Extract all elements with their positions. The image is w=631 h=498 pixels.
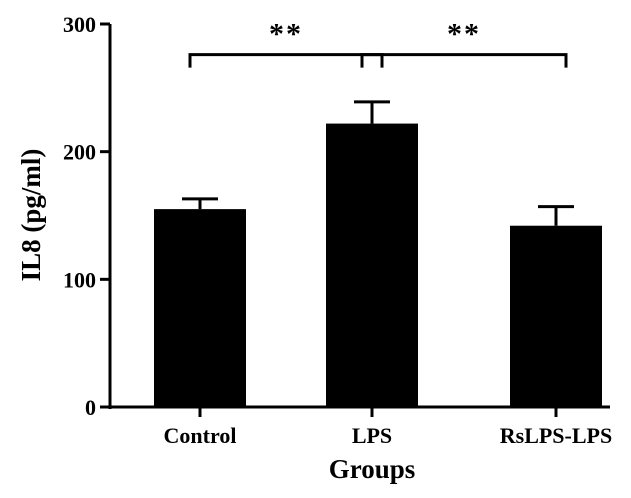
bars: [154, 100, 602, 407]
x-tick-label: Control: [164, 423, 237, 448]
bar: [154, 209, 246, 407]
y-tick-label: 300: [63, 12, 96, 37]
bar: [326, 123, 418, 407]
significance-annotations: ** **: [188, 18, 568, 68]
y-tick-label: 0: [85, 395, 96, 420]
significance-bracket: [188, 53, 384, 68]
significance-label: **: [447, 18, 481, 51]
x-axis-title: Groups: [329, 454, 416, 484]
x-tick-label: RsLPS-LPS: [500, 423, 612, 448]
x-tick-label: LPS: [352, 423, 392, 448]
bar: [510, 225, 602, 407]
labels: IL8 (pg/ml) Groups 0 100 200 300 Control LPS R…: [16, 12, 612, 484]
y-tick-label: 100: [63, 267, 96, 292]
significance-bracket: [360, 53, 568, 68]
significance-label: **: [269, 18, 303, 51]
y-tick-label: 200: [63, 140, 96, 165]
y-axis-title: IL8 (pg/ml): [16, 149, 46, 282]
